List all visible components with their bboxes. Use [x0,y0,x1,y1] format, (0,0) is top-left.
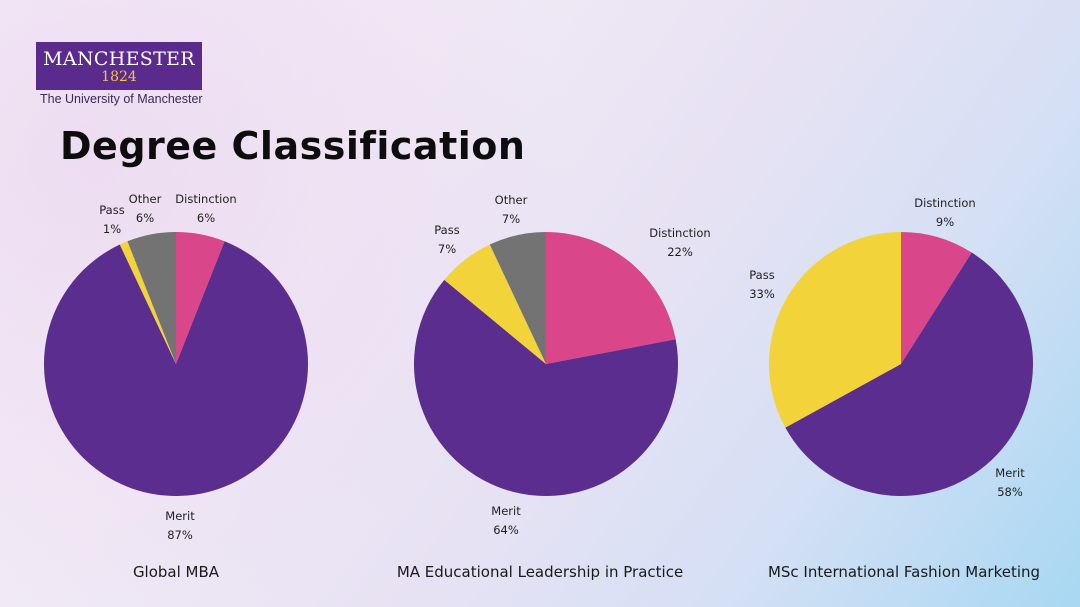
slice-label-global-mba-merit: Merit [165,509,195,523]
pie-slice-msc-international-fashion-marketing-distinction [901,232,972,364]
slice-value-ma-educational-leadership-in-practice-other: 7% [502,212,520,226]
slice-label-ma-educational-leadership-in-practice-pass: Pass [434,223,459,237]
slice-label-msc-international-fashion-marketing-merit: Merit [995,466,1025,480]
slice-label-global-mba-distinction: Distinction [175,192,236,206]
pie-slice-ma-educational-leadership-in-practice-merit [413,279,678,497]
pie-slice-msc-international-fashion-marketing-merit [785,252,1034,497]
university-logo: MANCHESTER 1824 [36,42,202,90]
slice-value-ma-educational-leadership-in-practice-distinction: 22% [667,245,693,259]
pie-slice-global-mba-other [127,232,176,364]
slice-label-global-mba-other: Other [129,192,162,206]
slice-label-msc-international-fashion-marketing-distinction: Distinction [914,196,975,210]
pie-slice-ma-educational-leadership-in-practice-pass [444,244,546,364]
slice-label-global-mba-pass: Pass [99,203,124,217]
slice-value-global-mba-merit: 87% [167,528,193,542]
page-title: Degree Classification [60,124,526,168]
slice-label-ma-educational-leadership-in-practice-other: Other [495,193,528,207]
logo-tagline: The University of Manchester [40,92,203,106]
slice-value-msc-international-fashion-marketing-distinction: 9% [936,215,954,229]
slice-value-global-mba-pass: 1% [103,222,121,236]
slice-label-msc-international-fashion-marketing-pass: Pass [749,268,774,282]
slice-label-ma-educational-leadership-in-practice-distinction: Distinction [649,226,710,240]
pie-slice-global-mba-merit [43,241,308,497]
logo-wordmark: MANCHESTER [43,48,195,70]
chart-title-global-mba: Global MBA [133,563,220,581]
slice-value-global-mba-distinction: 6% [197,211,215,225]
pie-slice-ma-educational-leadership-in-practice-other [489,232,546,364]
pie-slice-msc-international-fashion-marketing-pass [769,232,901,428]
pie-slice-ma-educational-leadership-in-practice-distinction [546,232,676,364]
slice-value-global-mba-other: 6% [136,211,154,225]
chart-title-msc-international-fashion-marketing: MSc International Fashion Marketing [768,563,1040,581]
pie-slice-global-mba-pass [119,241,176,364]
slice-value-msc-international-fashion-marketing-pass: 33% [749,287,775,301]
pie-slice-global-mba-distinction [176,232,225,364]
logo-year: 1824 [101,69,137,85]
slice-value-ma-educational-leadership-in-practice-merit: 64% [493,523,519,537]
slice-value-ma-educational-leadership-in-practice-pass: 7% [438,242,456,256]
slice-value-msc-international-fashion-marketing-merit: 58% [997,485,1023,499]
slice-label-ma-educational-leadership-in-practice-merit: Merit [491,504,521,518]
chart-title-ma-educational-leadership-in-practice: MA Educational Leadership in Practice [397,563,683,581]
